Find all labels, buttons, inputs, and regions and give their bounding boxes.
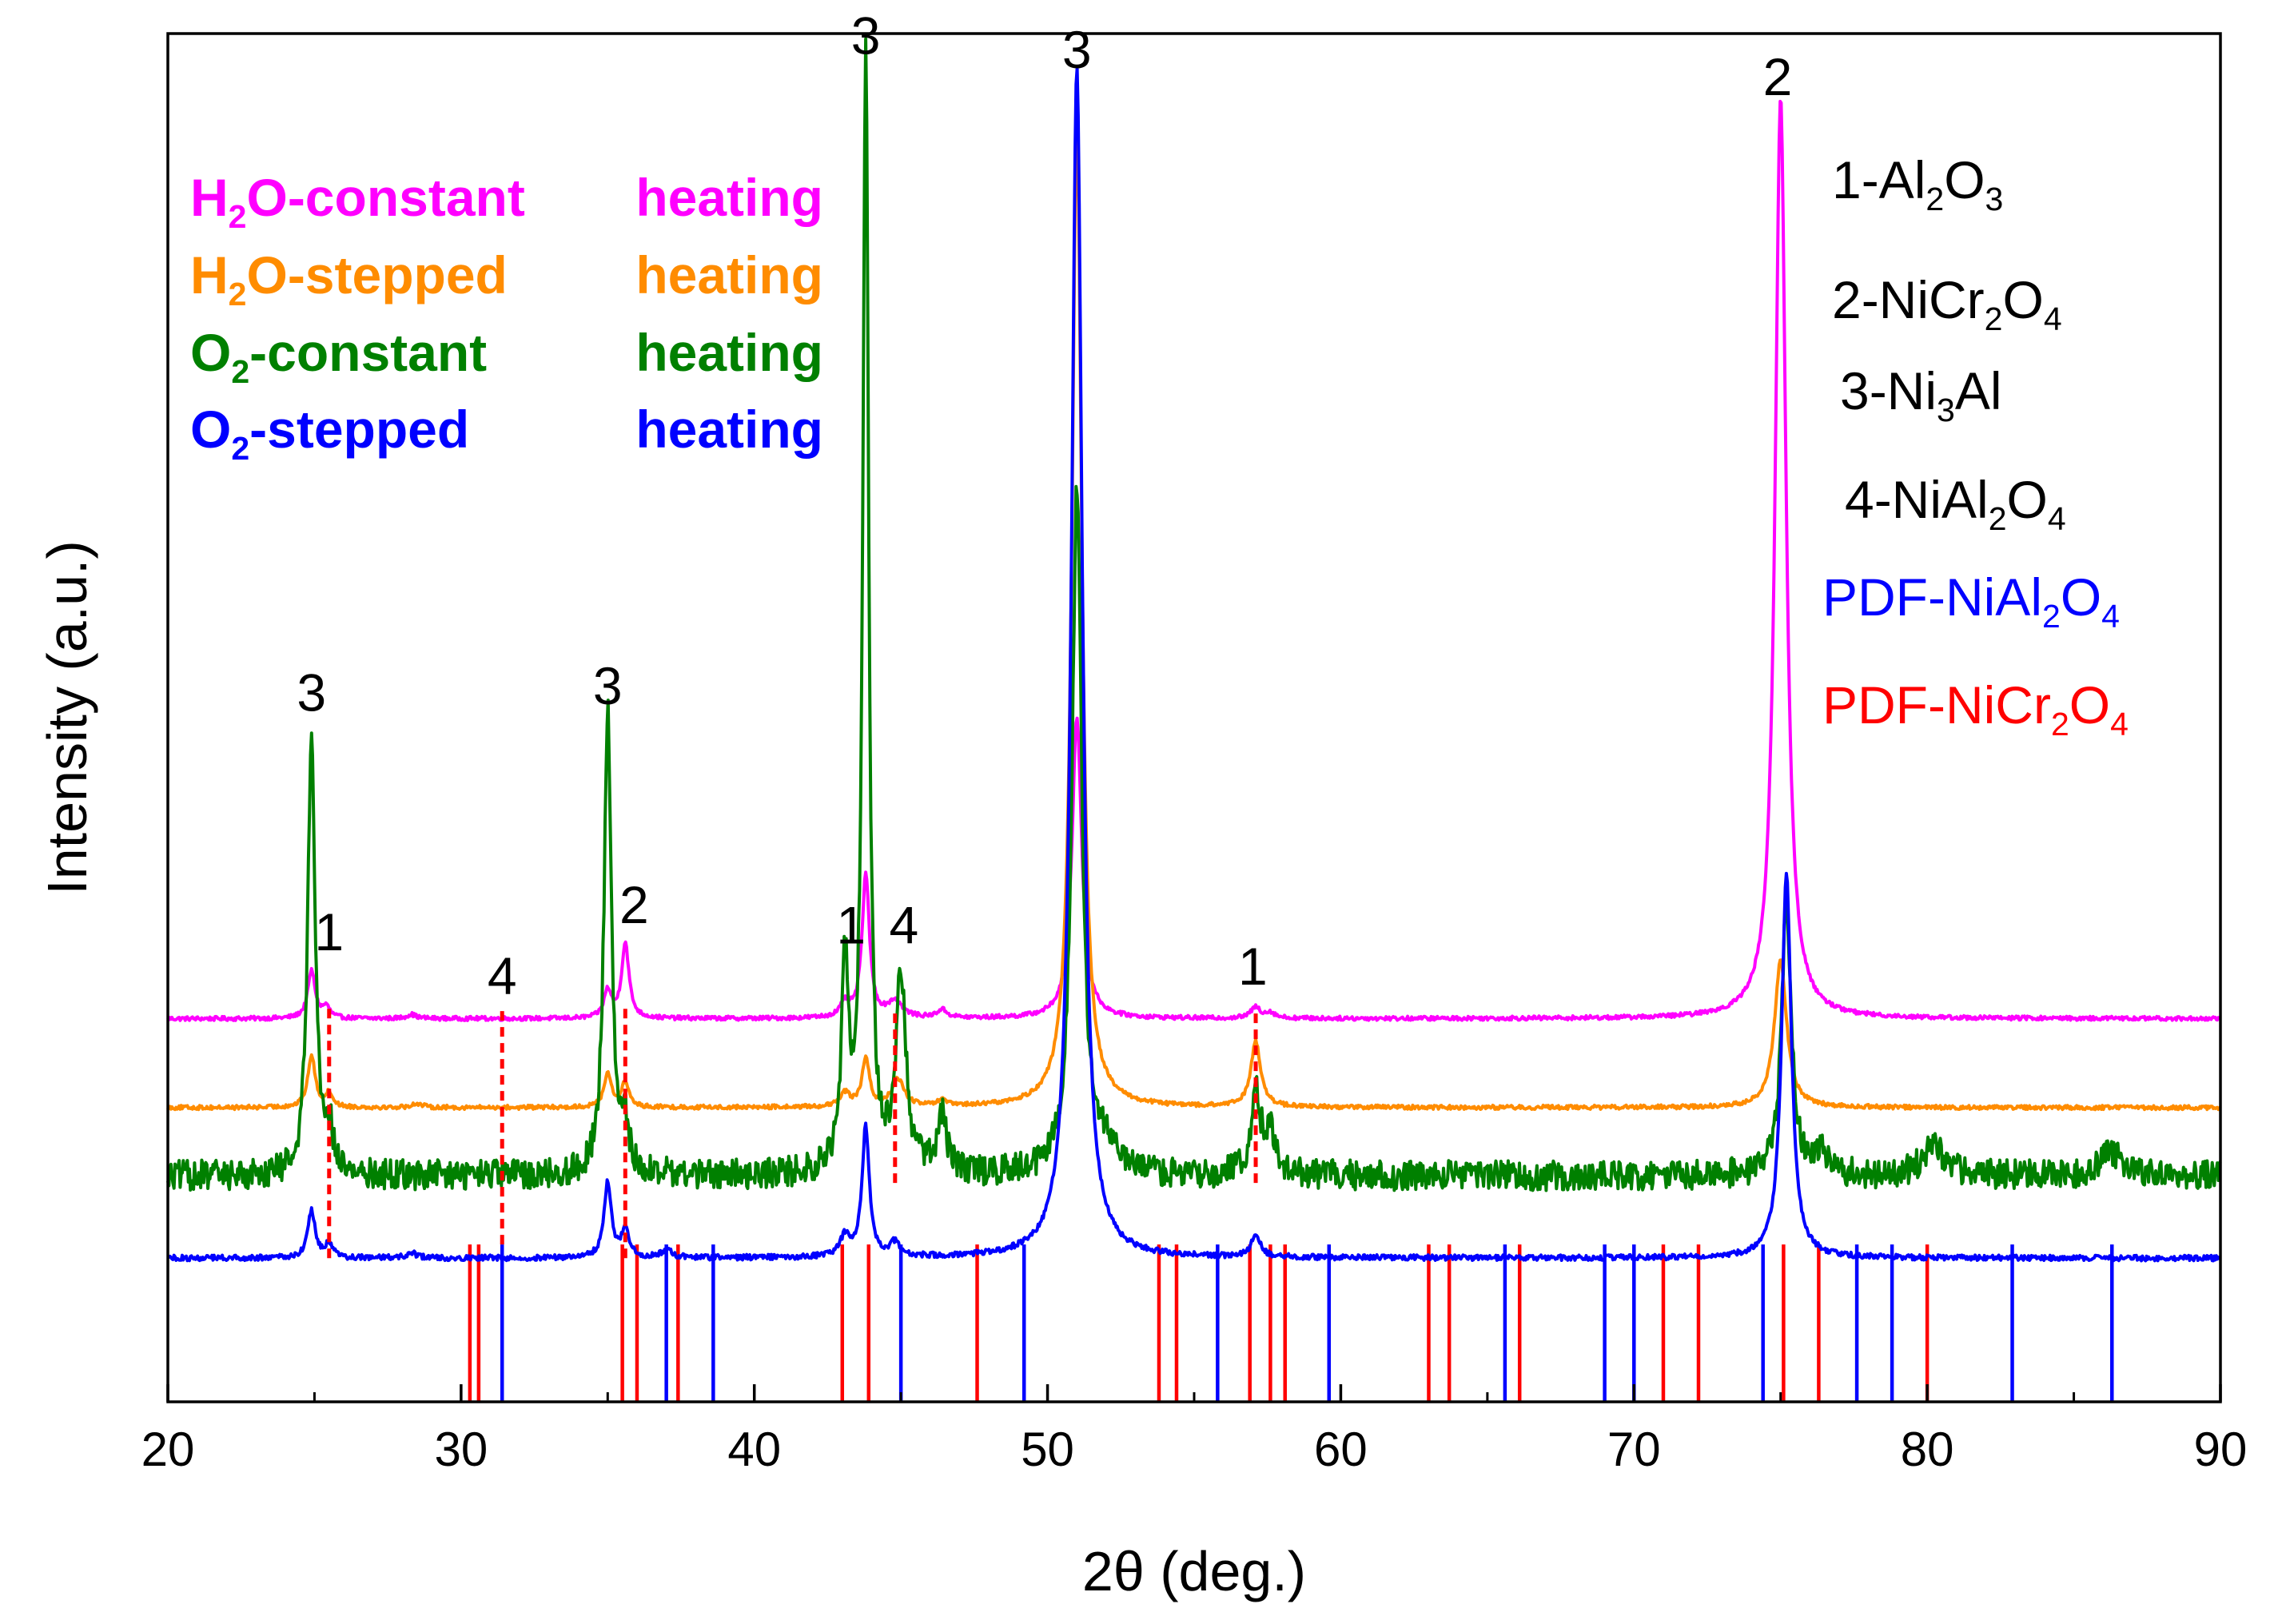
series-legend: H2O-constant heating H2O-stepped heating O2-… — [190, 168, 823, 467]
legend-h2o-constant-heating-heating: heating — [635, 168, 823, 227]
phase-legend-4: 4-NiAl2O4 — [1845, 470, 2066, 537]
y-axis-label: Intensity (a.u.) — [36, 540, 98, 895]
legend-h2o-stepped-heating-heating: heating — [635, 245, 823, 304]
curve-o2-constant-heating — [166, 37, 2222, 1192]
diffraction-curves — [166, 37, 2222, 1263]
legend-h2o-constant-heating: H2O-constant — [190, 168, 525, 235]
phase-legend-3: 3-Ni3Al — [1840, 361, 2002, 428]
x-axis-label: 2θ (deg.) — [1082, 1540, 1306, 1602]
curve-h2o-stepped-heating — [166, 121, 2222, 1112]
peak-label-10: 2 — [1763, 47, 1793, 106]
peak-label-7: 4 — [889, 895, 918, 954]
peak-label-5: 1 — [836, 895, 866, 954]
x-axis-ticks — [166, 1384, 2222, 1402]
x-tick-labels: 20 30 40 50 60 70 80 90 — [141, 1423, 2248, 1476]
peak-label-8: 3 — [1062, 20, 1092, 79]
legend-o2-stepped-heating: O2-stepped — [190, 400, 469, 467]
x-tick-label-80: 80 — [1901, 1423, 1954, 1476]
x-tick-label-30: 30 — [434, 1423, 488, 1476]
x-tick-label-60: 60 — [1314, 1423, 1368, 1476]
curve-o2-stepped-heating — [167, 66, 2222, 1263]
x-tick-label-40: 40 — [727, 1423, 781, 1476]
legend-pdf-nicr2o4: PDF-NiCr2O4 — [1822, 675, 2129, 742]
peak-label-0: 3 — [297, 663, 326, 722]
legend-o2-constant-heating: O2-constant — [190, 323, 487, 390]
curve-h2o-constant-heating — [166, 99, 2222, 1022]
x-tick-label-50: 50 — [1021, 1423, 1074, 1476]
legend-h2o-stepped-heating: H2O-stepped — [190, 245, 508, 312]
x-tick-label-20: 20 — [141, 1423, 195, 1476]
peak-label-9: 1 — [1238, 937, 1268, 996]
peak-label-3: 3 — [593, 656, 623, 715]
peak-label-2: 4 — [488, 946, 517, 1005]
legend-pdf-nial2o4: PDF-NiAl2O4 — [1822, 567, 2120, 635]
legend-o2-stepped-heating-heating: heating — [635, 400, 823, 459]
phase-legend-1: 1-Al2O3 — [1832, 150, 2003, 217]
peak-label-6: 3 — [851, 6, 881, 66]
x-tick-label-90: 90 — [2194, 1423, 2248, 1476]
phase-legend: 1-Al2O3 2-NiCr2O4 3-Ni3Al 4-NiAl2O4 PDF-NiAl… — [1822, 150, 2129, 742]
peak-label-1: 1 — [314, 902, 344, 961]
phase-legend-2: 2-NiCr2O4 — [1832, 270, 2062, 337]
reference-lines — [468, 1244, 2114, 1402]
legend-o2-constant-heating-heating: heating — [635, 323, 823, 382]
x-tick-label-70: 70 — [1607, 1423, 1661, 1476]
peak-label-4: 2 — [619, 875, 649, 934]
dashed-guides — [327, 1007, 1258, 1259]
